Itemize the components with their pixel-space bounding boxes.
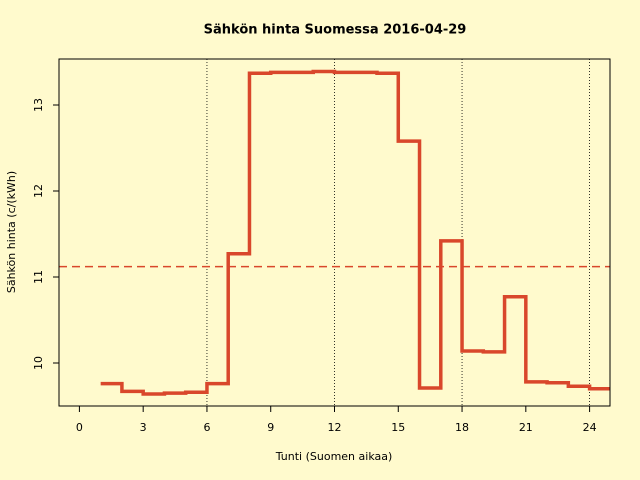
x-tick-label: 12 [328,421,342,434]
x-axis-label: Tunti (Suomen aikaa) [275,450,393,463]
x-tick-label: 15 [391,421,405,434]
y-tick-label: 12 [32,184,45,198]
series-group [100,69,610,396]
x-tick-label: 9 [267,421,274,434]
y-tick-label: 13 [32,98,45,112]
plot-frame [58,58,611,407]
x-tick-label: 0 [76,421,83,434]
x-tick-label: 6 [203,421,210,434]
y-tick-label: 10 [32,356,45,370]
step-line [100,69,610,396]
y-axis-label: Sähkön hinta (c/(kWh) [5,171,18,293]
chart-title: Sähkön hinta Suomessa 2016-04-29 [204,23,467,38]
x-tick-label: 21 [519,421,533,434]
x-tick-label: 24 [583,421,597,434]
x-tick-label: 3 [140,421,147,434]
x-tick-label: 18 [455,421,469,434]
y-tick-label: 11 [32,270,45,284]
